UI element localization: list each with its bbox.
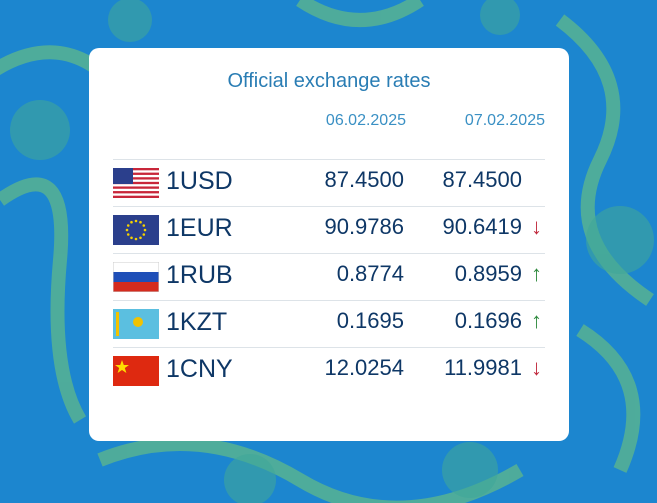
- rate-row: 1KZT 0.1695 0.1696 ↑: [113, 300, 545, 348]
- rate: 87.4500: [442, 167, 522, 192]
- currency: 1CNY: [166, 355, 233, 383]
- rate: 0.1695: [336, 308, 404, 333]
- date-header: 07.02.2025: [464, 112, 545, 129]
- rate: 90.9786: [324, 214, 404, 239]
- card-title: Official exchange rates: [227, 70, 431, 92]
- rate: 0.8959: [454, 261, 522, 286]
- rate-row: 1USD 87.4500 87.4500: [113, 159, 545, 207]
- flag: [113, 262, 159, 292]
- rate: 12.0254: [324, 355, 404, 380]
- rate-row: 1CNY 12.0254 11.9981 ↓: [113, 347, 545, 395]
- trend-arrow: ↓: [531, 214, 542, 239]
- flag: [113, 168, 159, 198]
- date-header: 06.02.2025: [325, 112, 406, 129]
- trend-arrow: ↑: [531, 308, 542, 333]
- rate: 0.8774: [336, 261, 404, 286]
- currency: 1EUR: [166, 214, 233, 242]
- rate: 87.4500: [324, 167, 404, 192]
- rate: 11.9981: [444, 355, 522, 380]
- currency: 1RUB: [166, 261, 233, 289]
- rate-row: 1EUR 90.9786 90.6419 ↓: [113, 206, 545, 254]
- rate-row: 1RUB 0.8774 0.8959 ↑: [113, 253, 545, 301]
- flag: [113, 309, 159, 339]
- rate: 90.6419: [442, 214, 522, 239]
- flag: [113, 215, 159, 245]
- trend-arrow: ↓: [531, 355, 542, 380]
- rates-card: Official exchange rates 06.02.2025 07.02…: [89, 48, 569, 441]
- trend-arrow: ↑: [531, 261, 542, 286]
- currency: 1KZT: [166, 308, 228, 336]
- rate: 0.1696: [454, 308, 522, 333]
- flag: [113, 356, 159, 386]
- currency: 1USD: [166, 167, 233, 195]
